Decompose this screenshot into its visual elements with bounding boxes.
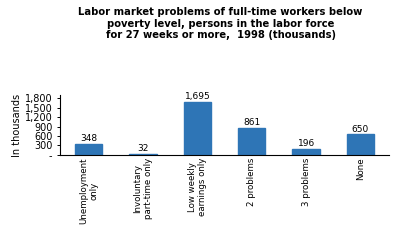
- Text: 348: 348: [80, 134, 97, 143]
- Bar: [75, 144, 102, 155]
- Bar: [292, 149, 320, 155]
- Bar: [184, 102, 211, 155]
- Text: 861: 861: [243, 118, 260, 127]
- Text: Labor market problems of full-time workers below
poverty level, persons in the l: Labor market problems of full-time worke…: [78, 7, 363, 40]
- Bar: [130, 154, 157, 155]
- Text: 650: 650: [352, 125, 369, 134]
- Bar: [347, 134, 374, 155]
- Y-axis label: In thousands: In thousands: [12, 93, 22, 157]
- Text: 196: 196: [298, 139, 315, 148]
- Bar: [238, 128, 265, 155]
- Text: 1,695: 1,695: [184, 92, 210, 101]
- Text: 32: 32: [138, 144, 149, 153]
